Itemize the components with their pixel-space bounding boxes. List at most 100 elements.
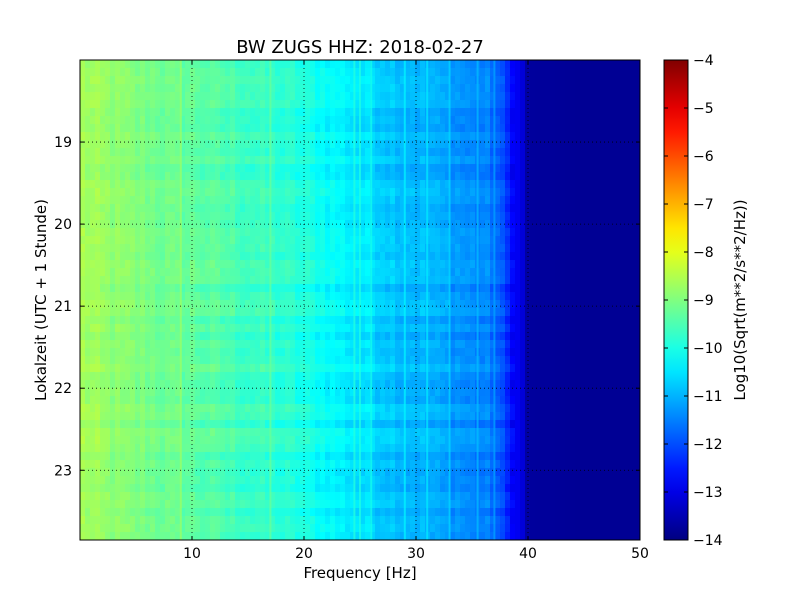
- heatmap-cell: [535, 196, 541, 205]
- heatmap-cell: [255, 268, 261, 277]
- heatmap-cell: [295, 92, 301, 101]
- heatmap-cell: [85, 276, 91, 285]
- heatmap-cell: [495, 356, 501, 365]
- heatmap-cell: [255, 92, 261, 101]
- heatmap-cell: [230, 204, 236, 213]
- heatmap-cell: [190, 60, 196, 69]
- heatmap-cell: [220, 260, 226, 269]
- heatmap-cell: [100, 188, 106, 197]
- heatmap-cell: [190, 68, 196, 77]
- heatmap-cell: [210, 92, 216, 101]
- heatmap-cell: [95, 260, 101, 269]
- heatmap-cell: [220, 244, 226, 253]
- heatmap-cell: [150, 196, 156, 205]
- heatmap-cell: [410, 108, 416, 117]
- heatmap-cell: [305, 76, 311, 85]
- heatmap-cell: [300, 196, 306, 205]
- heatmap-cell: [450, 148, 456, 157]
- heatmap-cell: [515, 236, 521, 245]
- heatmap-cell: [300, 276, 306, 285]
- heatmap-cell: [195, 236, 201, 245]
- heatmap-cell: [405, 308, 411, 317]
- heatmap-cell: [410, 116, 416, 125]
- heatmap-cell: [210, 60, 216, 69]
- heatmap-cell: [140, 372, 146, 381]
- heatmap-cell: [395, 396, 401, 405]
- heatmap-cell: [450, 124, 456, 133]
- heatmap-cell: [150, 132, 156, 141]
- heatmap-cell: [500, 164, 506, 173]
- heatmap-cell: [195, 140, 201, 149]
- heatmap-cell: [250, 316, 256, 325]
- heatmap-cell: [285, 300, 291, 309]
- heatmap-cell: [320, 252, 326, 261]
- heatmap-cell: [605, 108, 611, 117]
- heatmap-cell: [470, 332, 476, 341]
- heatmap-cell: [500, 92, 506, 101]
- heatmap-cell: [275, 148, 281, 157]
- heatmap-cell: [430, 204, 436, 213]
- heatmap-cell: [375, 204, 381, 213]
- heatmap-cell: [395, 164, 401, 173]
- heatmap-cell: [375, 316, 381, 325]
- heatmap-cell: [120, 84, 126, 93]
- heatmap-cell: [615, 164, 621, 173]
- heatmap-cell: [480, 164, 486, 173]
- heatmap-cell: [215, 180, 221, 189]
- heatmap-cell: [105, 140, 111, 149]
- heatmap-cell: [90, 316, 96, 325]
- heatmap-cell: [480, 284, 486, 293]
- heatmap-cell: [390, 156, 396, 165]
- heatmap-cell: [225, 260, 231, 269]
- heatmap-cell: [450, 60, 456, 69]
- heatmap-cell: [125, 228, 131, 237]
- heatmap-cell: [315, 180, 321, 189]
- heatmap-cell: [250, 156, 256, 165]
- heatmap-cell: [160, 204, 166, 213]
- heatmap-cell: [535, 236, 541, 245]
- heatmap-cell: [545, 84, 551, 93]
- heatmap-cell: [625, 388, 631, 397]
- heatmap-cell: [505, 140, 511, 149]
- heatmap-cell: [550, 108, 556, 117]
- heatmap-cell: [250, 172, 256, 181]
- heatmap-cell: [235, 348, 241, 357]
- heatmap-cell: [405, 180, 411, 189]
- heatmap-cell: [555, 172, 561, 181]
- heatmap-cell: [295, 236, 301, 245]
- heatmap-cell: [335, 108, 341, 117]
- heatmap-cell: [555, 188, 561, 197]
- heatmap-cell: [535, 324, 541, 333]
- heatmap-cell: [225, 364, 231, 373]
- heatmap-cell: [575, 172, 581, 181]
- heatmap-cell: [100, 396, 106, 405]
- heatmap-cell: [90, 412, 96, 421]
- heatmap-cell: [195, 244, 201, 253]
- heatmap-cell: [430, 316, 436, 325]
- heatmap-cell: [335, 252, 341, 261]
- heatmap-cell: [150, 252, 156, 261]
- heatmap-cell: [505, 116, 511, 125]
- heatmap-cell: [130, 188, 136, 197]
- heatmap-cell: [255, 292, 261, 301]
- heatmap-cell: [310, 116, 316, 125]
- heatmap-cell: [345, 196, 351, 205]
- heatmap-cell: [410, 332, 416, 341]
- heatmap-cell: [465, 148, 471, 157]
- heatmap-cell: [255, 260, 261, 269]
- heatmap-cell: [120, 268, 126, 277]
- heatmap-cell: [565, 316, 571, 325]
- heatmap-cell: [245, 204, 251, 213]
- heatmap-cell: [100, 388, 106, 397]
- heatmap-cell: [460, 404, 466, 413]
- heatmap-cell: [235, 396, 241, 405]
- heatmap-cell: [295, 188, 301, 197]
- heatmap-cell: [160, 340, 166, 349]
- heatmap-cell: [480, 188, 486, 197]
- heatmap-cell: [245, 172, 251, 181]
- heatmap-cell: [340, 140, 346, 149]
- heatmap-cell: [320, 212, 326, 221]
- heatmap-cell: [565, 388, 571, 397]
- heatmap-cell: [380, 268, 386, 277]
- heatmap-cell: [505, 108, 511, 117]
